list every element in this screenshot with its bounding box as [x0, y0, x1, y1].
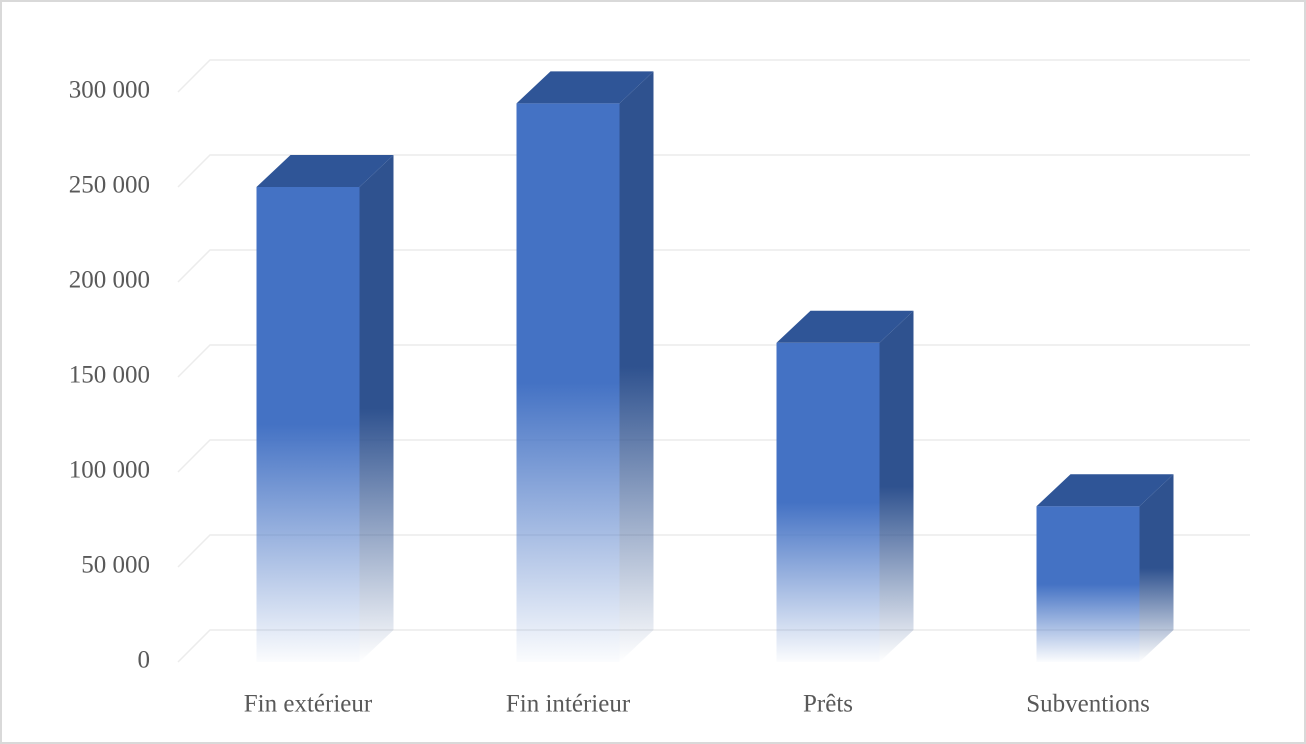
- bar-side: [359, 155, 394, 662]
- grid-line: [177, 59, 1250, 93]
- bar-top: [256, 155, 394, 187]
- x-tick-label: Fin intérieur: [506, 691, 631, 718]
- x-tick-label: Fin extérieur: [244, 691, 373, 718]
- bar: [256, 187, 360, 662]
- x-tick-label: Subventions: [1026, 691, 1150, 718]
- bar-side: [1139, 474, 1174, 662]
- grid-line: [177, 154, 1250, 188]
- y-tick-label: 300 000: [69, 77, 150, 104]
- y-tick-label: 150 000: [69, 362, 150, 389]
- y-tick-label: 50 000: [81, 552, 150, 579]
- bar-side: [619, 71, 654, 662]
- y-tick-label: 0: [138, 647, 151, 674]
- grid-line: [177, 249, 1250, 283]
- bar-side: [879, 310, 914, 662]
- bar-top: [776, 310, 914, 343]
- bar-top: [516, 71, 654, 104]
- bar: [776, 342, 880, 662]
- y-tick-label: 200 000: [69, 267, 150, 294]
- bar-top: [1036, 474, 1174, 507]
- y-tick-label: 250 000: [69, 172, 150, 199]
- bar: [1036, 506, 1140, 662]
- bar: [516, 103, 620, 662]
- y-tick-label: 100 000: [69, 457, 150, 484]
- x-tick-label: Prêts: [803, 691, 853, 718]
